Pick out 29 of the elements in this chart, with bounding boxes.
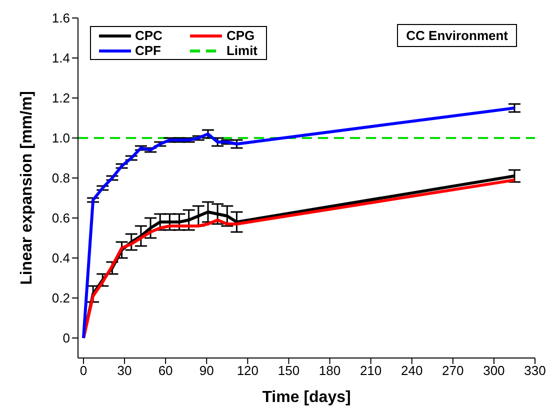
legend-label: CPF bbox=[135, 43, 161, 58]
x-tick-label: 120 bbox=[236, 363, 259, 378]
x-tick-label: 30 bbox=[117, 363, 132, 378]
x-tick-label: 240 bbox=[401, 363, 423, 378]
y-tick-label: 1.2 bbox=[52, 90, 70, 106]
legend-label: CPC bbox=[135, 28, 162, 43]
x-tick-label: 330 bbox=[524, 363, 546, 378]
y-axis-title: Linear expansion [mm/m] bbox=[18, 91, 36, 285]
legend-label: Limit bbox=[226, 43, 258, 58]
legend-label: CPG bbox=[226, 28, 255, 43]
y-tick-label: 0.4 bbox=[52, 250, 70, 266]
x-tick-label: 150 bbox=[278, 363, 300, 378]
x-tick-label: 180 bbox=[318, 363, 341, 378]
x-tick-label: 60 bbox=[158, 363, 173, 378]
y-tick-label: 0.8 bbox=[52, 170, 70, 186]
x-tick-label: 210 bbox=[360, 363, 382, 378]
x-tick-label: 0 bbox=[80, 363, 88, 378]
y-tick-label: 0 bbox=[62, 330, 70, 346]
x-axis-title: Time [days] bbox=[262, 389, 351, 406]
line-series bbox=[82, 106, 516, 340]
x-tick-label: 270 bbox=[442, 363, 464, 378]
y-tick-label: 1.0 bbox=[52, 130, 70, 146]
annotation: CC Environment bbox=[397, 24, 517, 47]
x-tick-label: 90 bbox=[199, 363, 214, 378]
y-tick-label: 0.2 bbox=[52, 290, 70, 306]
y-tick-label: 1.4 bbox=[52, 50, 70, 66]
y-tick-label: 1.6 bbox=[52, 10, 70, 26]
y-tick-label: 0.6 bbox=[52, 210, 70, 226]
x-tick-label: 300 bbox=[483, 363, 505, 378]
